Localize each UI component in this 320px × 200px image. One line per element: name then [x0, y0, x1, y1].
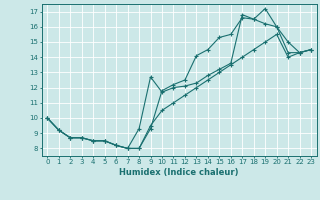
X-axis label: Humidex (Indice chaleur): Humidex (Indice chaleur) — [119, 168, 239, 177]
